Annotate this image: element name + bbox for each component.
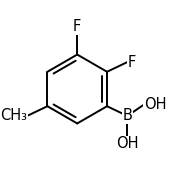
Text: OH: OH <box>116 136 139 151</box>
Text: F: F <box>127 55 136 70</box>
Text: CH₃: CH₃ <box>0 108 27 123</box>
Text: F: F <box>73 19 81 34</box>
Text: OH: OH <box>144 97 167 112</box>
Text: B: B <box>122 108 132 123</box>
